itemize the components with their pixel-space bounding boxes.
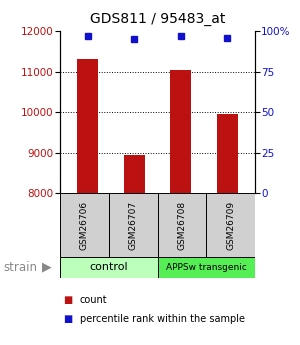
Text: ▶: ▶ (42, 261, 51, 274)
Text: count: count (80, 295, 107, 305)
Text: percentile rank within the sample: percentile rank within the sample (80, 314, 244, 324)
Text: GSM26707: GSM26707 (129, 200, 138, 250)
Bar (170, 70, 191, 193)
Bar (77, 59, 98, 193)
Bar (158, 257, 255, 278)
Bar (217, 114, 238, 193)
Text: control: control (89, 263, 128, 272)
Text: GSM26709: GSM26709 (226, 200, 235, 250)
Bar (206, 193, 255, 257)
Text: GDS811 / 95483_at: GDS811 / 95483_at (90, 12, 225, 26)
Text: ■: ■ (63, 295, 72, 305)
Bar (60, 257, 158, 278)
Bar (124, 155, 145, 193)
Text: APPSw transgenic: APPSw transgenic (166, 263, 247, 272)
Bar (60, 193, 109, 257)
Text: GSM26706: GSM26706 (80, 200, 89, 250)
Bar (158, 193, 206, 257)
Text: GSM26708: GSM26708 (177, 200, 186, 250)
Bar (109, 193, 158, 257)
Text: ■: ■ (63, 314, 72, 324)
Text: strain: strain (3, 261, 37, 274)
